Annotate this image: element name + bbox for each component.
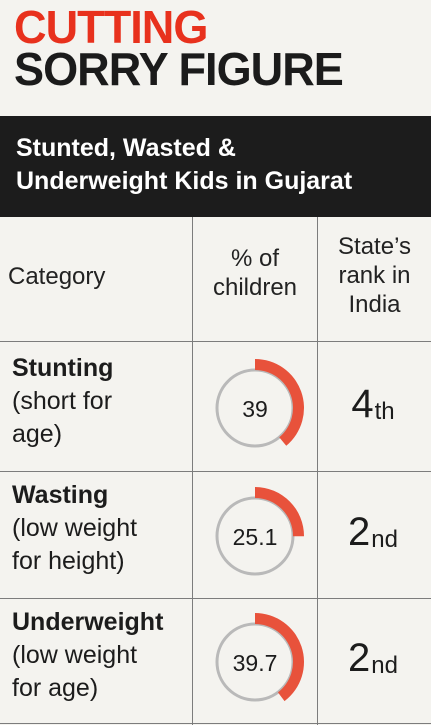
category-desc-line-2: for height) (12, 547, 125, 575)
category-desc-line-1: (short for (12, 387, 113, 415)
row-divider-1 (0, 341, 431, 342)
rank-suffix: nd (371, 526, 398, 553)
rank-underweight: 2nd (318, 636, 428, 681)
rank-number: 2 (348, 510, 371, 554)
donut-value-label: 39 (242, 396, 268, 422)
rank-suffix: th (374, 398, 395, 425)
category-name: Underweight (12, 608, 164, 636)
donut-value-label: 25.1 (233, 524, 278, 550)
category-desc-line-1: (low weight (12, 641, 138, 669)
category-desc-line-2: for age) (12, 674, 99, 702)
header-rank-line-3: India (348, 291, 401, 318)
donut-stunting: 39 (215, 359, 304, 448)
headline-line-1: CUTTING (14, 1, 208, 53)
donut-wasting: 25.1 (215, 487, 304, 576)
header-rank-line-1: State’s (338, 233, 411, 260)
header-category: Category (8, 263, 106, 290)
rank-suffix: nd (371, 652, 398, 679)
rank-number: 2 (348, 636, 371, 680)
row-divider-3 (0, 598, 431, 599)
row-wasting-label: Wasting (low weight for height) (12, 479, 192, 578)
row-underweight-label: Underweight (low weight for age) (12, 606, 192, 705)
row-divider-2 (0, 471, 431, 472)
category-name: Stunting (12, 354, 114, 382)
donut-value-arc (255, 487, 304, 537)
donut-underweight: 39.7 (215, 613, 304, 702)
bottom-border (0, 723, 431, 724)
category-desc-line-2: age) (12, 420, 63, 448)
header-rank: State’s rank in India (318, 232, 431, 319)
headline-line-2: SORRY FIGURE (14, 43, 344, 95)
header-rank-line-2: rank in (338, 262, 411, 289)
rank-stunting: 4th (318, 382, 428, 427)
banner-line-1: Stunted, Wasted & (16, 134, 236, 162)
headline: CUTTING SORRY FIGURE (14, 1, 344, 95)
banner-line-2: Underweight Kids in Gujarat (16, 167, 353, 195)
rank-wasting: 2nd (318, 510, 428, 555)
header-percent: % of children (193, 244, 317, 302)
category-name: Wasting (12, 481, 109, 509)
subtitle-banner: Stunted, Wasted & Underweight Kids in Gu… (0, 116, 431, 217)
header-percent-line-1: % of (230, 245, 280, 272)
donut-value-arc (255, 359, 304, 446)
category-desc-line-1: (low weight (12, 514, 138, 542)
rank-number: 4 (351, 382, 374, 426)
donut-value-arc (255, 613, 304, 702)
row-stunting-label: Stunting (short for age) (12, 352, 192, 451)
header-percent-line-2: children (212, 274, 298, 301)
donut-value-label: 39.7 (233, 650, 278, 676)
